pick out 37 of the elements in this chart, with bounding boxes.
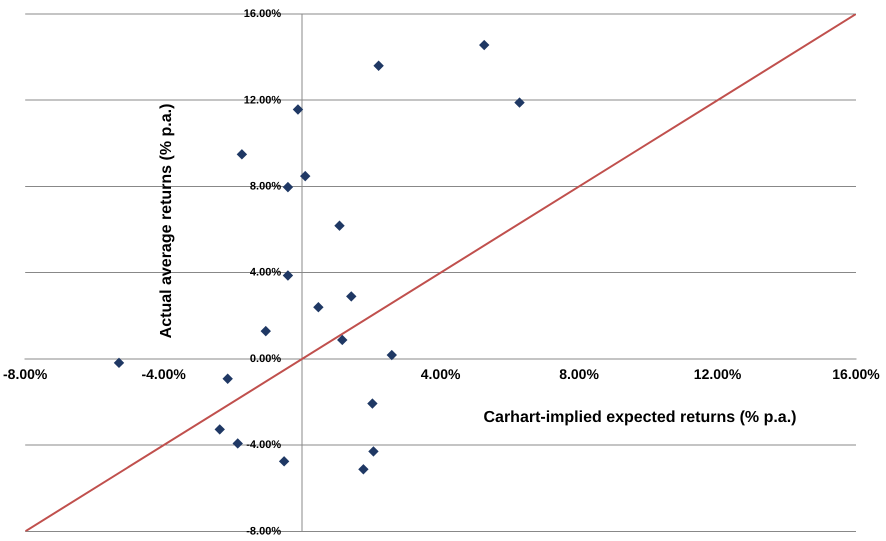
y-tick-label: -8.00%: [246, 525, 282, 538]
point: [279, 456, 290, 466]
point: [282, 270, 293, 281]
point: [282, 182, 293, 192]
x-tick-label: -8.00%: [3, 366, 48, 382]
y-tick-label: 0.00%: [250, 352, 282, 365]
x-tick-label: 12.00%: [694, 366, 742, 382]
point: [232, 438, 243, 448]
point: [368, 446, 378, 456]
point: [313, 302, 324, 312]
y-tick-label: 8.00%: [250, 180, 282, 192]
y-axis-title: Actual average returns (% p.a.): [158, 104, 175, 338]
point: [346, 291, 356, 302]
point: [236, 149, 247, 160]
x-tick-label: 16.00%: [832, 366, 880, 382]
y-tick-label: -4.00%: [246, 439, 282, 452]
point: [367, 398, 378, 409]
y-tick-label: 12.00%: [244, 94, 282, 106]
x-tick-label: 4.00%: [420, 366, 461, 382]
point: [260, 326, 271, 336]
point: [386, 350, 397, 360]
y-tick-label: 4.00%: [250, 266, 282, 279]
point: [292, 104, 303, 115]
y-tick-label: 16.00%: [244, 8, 282, 20]
x-tick-label: -4.00%: [141, 366, 186, 382]
x-axis-title: Carhart-implied expected returns (% p.a.): [484, 408, 796, 426]
point: [374, 60, 384, 71]
point: [479, 40, 490, 50]
point: [214, 424, 225, 434]
point: [337, 334, 348, 345]
point: [334, 220, 345, 231]
point: [358, 464, 368, 474]
point: [222, 374, 233, 384]
x-tick-label: 8.00%: [559, 366, 600, 382]
point: [514, 98, 525, 108]
point: [300, 171, 310, 182]
point: [114, 358, 124, 368]
